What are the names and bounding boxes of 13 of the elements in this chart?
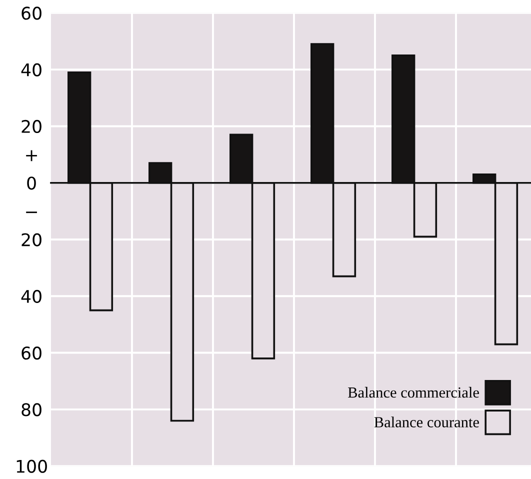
y-tick-label: 40 xyxy=(21,63,42,76)
y-tick-label: 100 xyxy=(16,460,47,473)
legend-label: Balance commerciale xyxy=(348,386,479,398)
y-tick-label: 60 xyxy=(22,6,42,20)
y-tick-label: + xyxy=(26,150,37,162)
y-tick-label: 60 xyxy=(22,346,42,360)
y-tick-label: 20 xyxy=(22,233,42,246)
y-tick-label: − xyxy=(26,212,37,214)
y-tick-label: 20 xyxy=(22,120,42,134)
y-tick-label: 80 xyxy=(22,403,42,416)
legend-label: Balance courante xyxy=(374,416,479,428)
y-tick-label: 40 xyxy=(21,290,42,303)
y-tick-label: 0 xyxy=(27,176,36,190)
